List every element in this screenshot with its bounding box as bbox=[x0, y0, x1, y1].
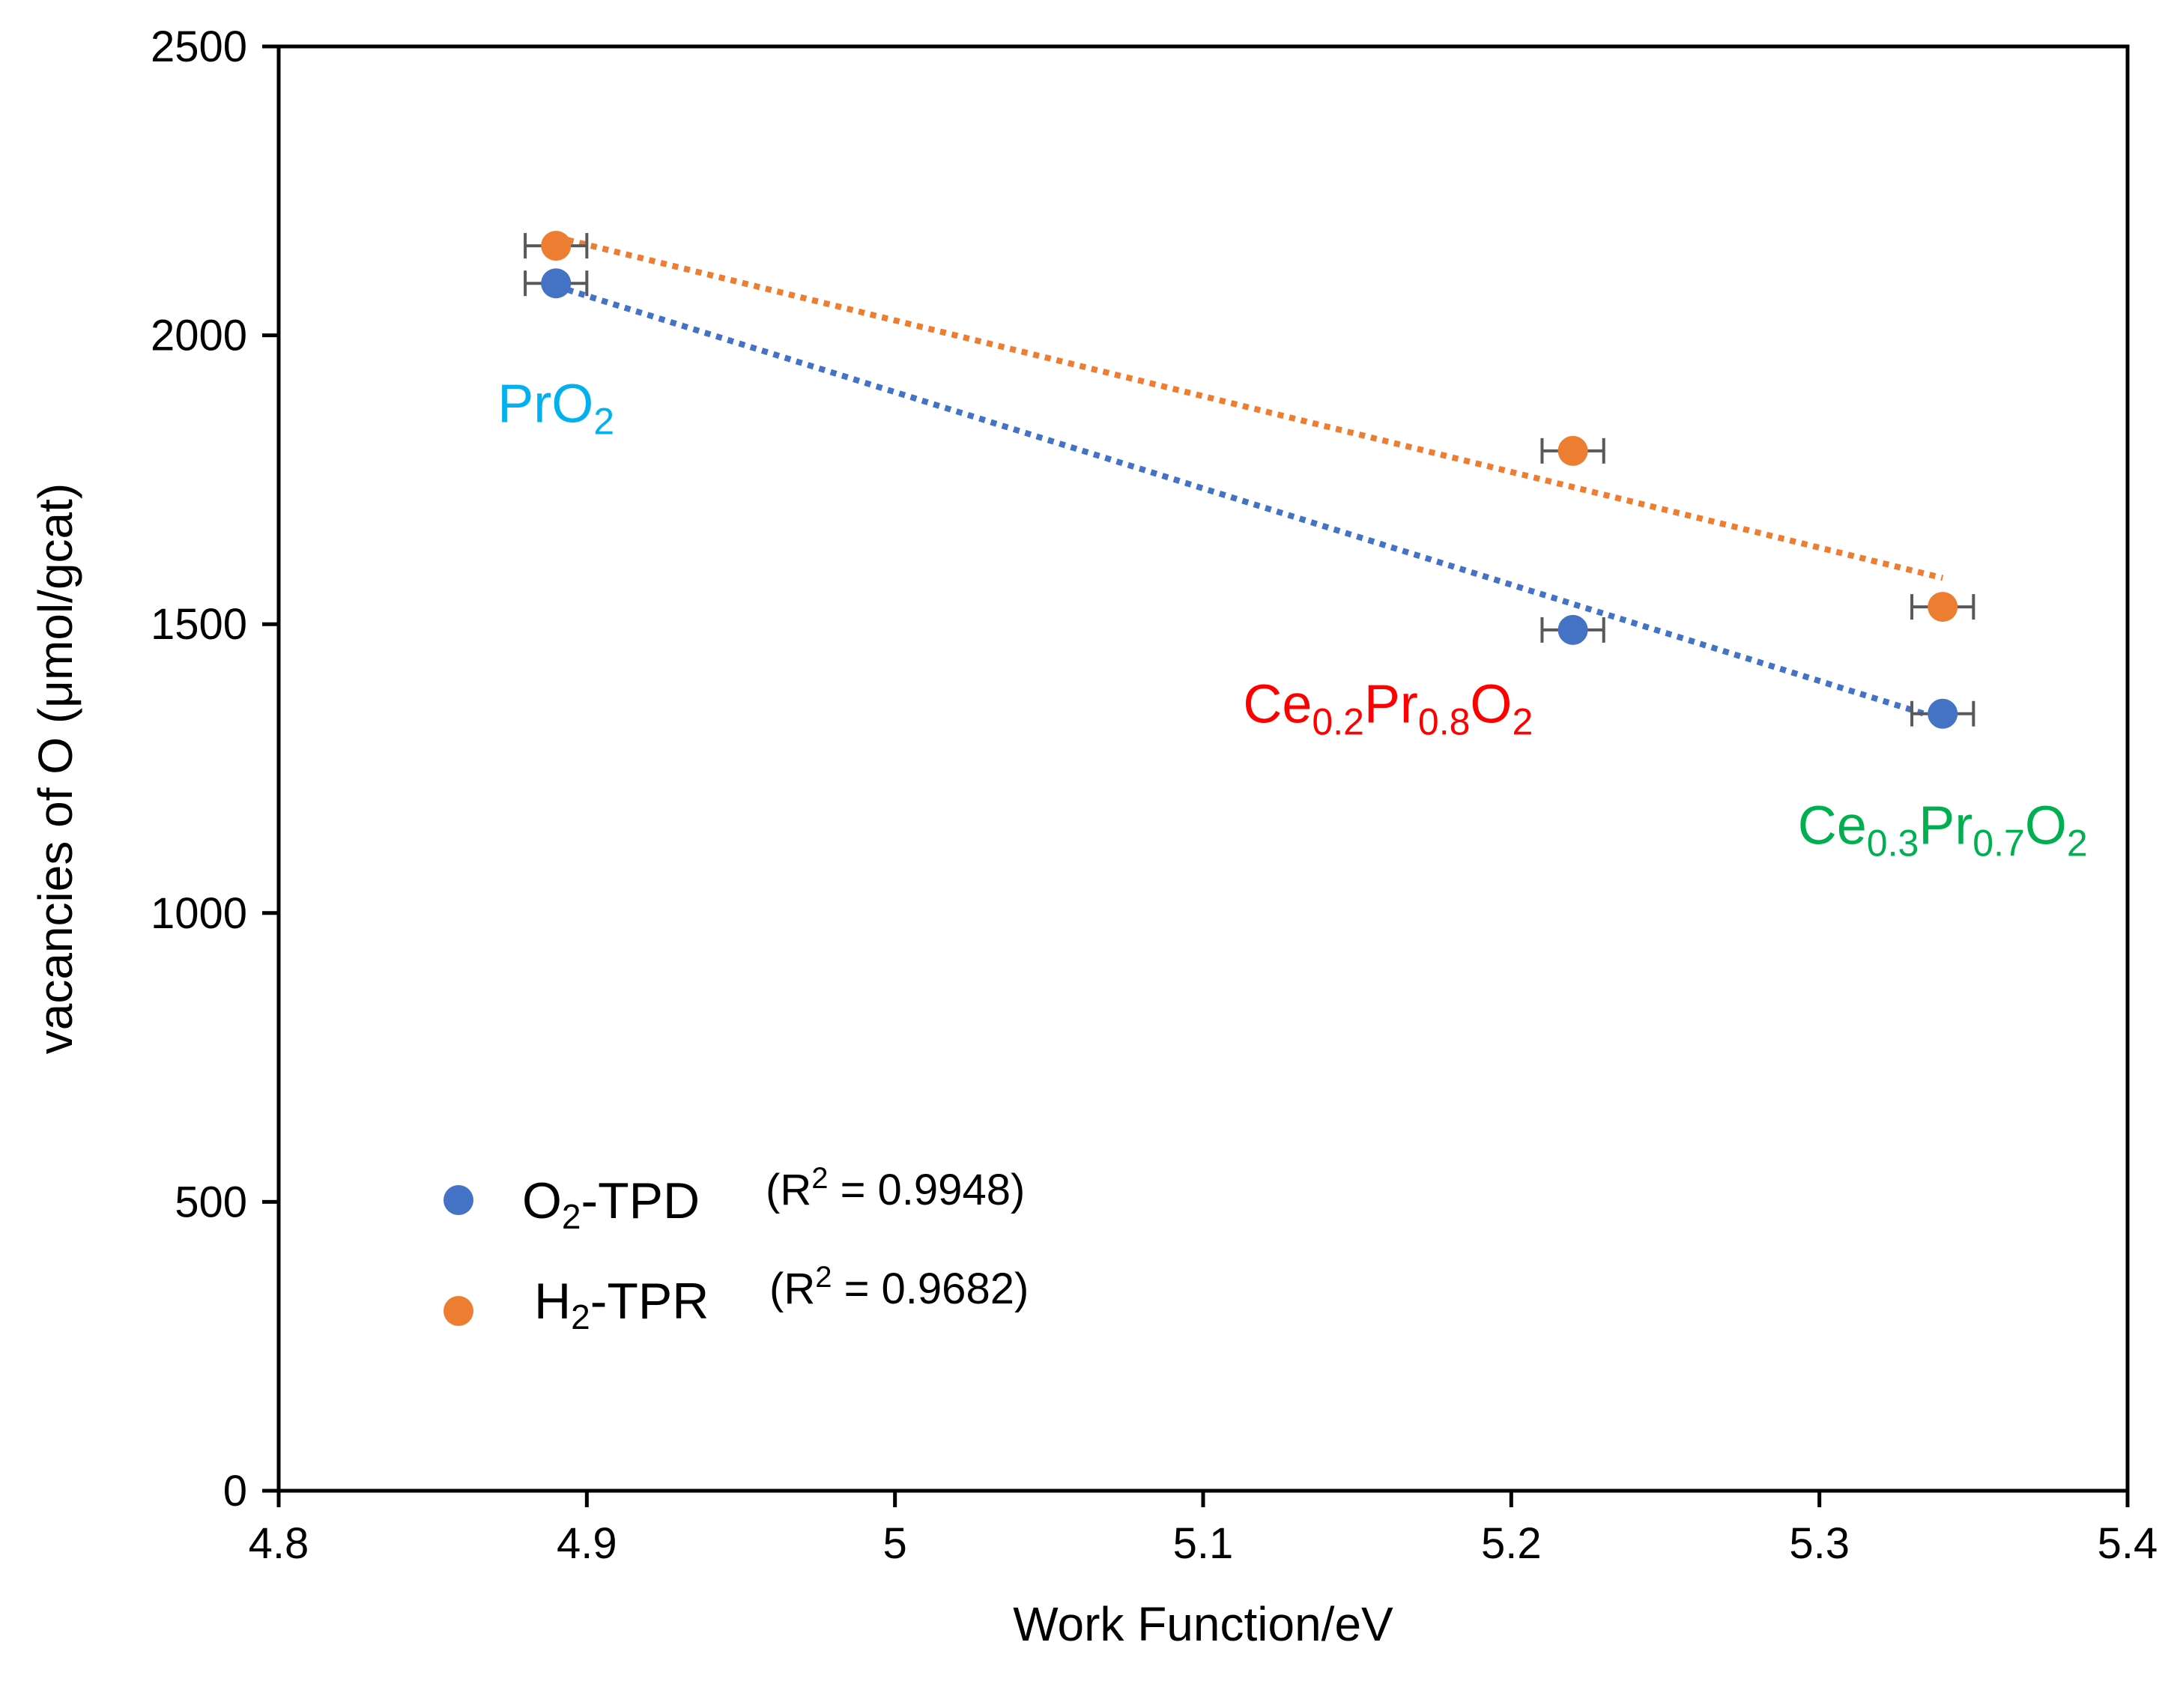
legend-marker bbox=[443, 1296, 473, 1326]
x-axis-title: Work Function/eV bbox=[1013, 1597, 1393, 1651]
y-axis-title: vacancies of O (μmol/gcat) bbox=[28, 483, 82, 1054]
annotation-text: Pr bbox=[1919, 796, 1972, 855]
legend-r2-prefix: (R bbox=[766, 1166, 811, 1214]
trendline-o2-tpd bbox=[555, 283, 1944, 723]
legend-r2-superscript: 2 bbox=[811, 1162, 828, 1195]
annotation-text: O bbox=[1470, 674, 1512, 734]
annotation-subscript: 0.3 bbox=[1867, 822, 1919, 864]
annotation-subscript: 2 bbox=[1512, 700, 1533, 742]
y-tick-label: 2000 bbox=[151, 312, 247, 360]
y-axis-ticks: 0 500 1000 1500 2000 2500 bbox=[151, 22, 279, 1515]
legend-label-subscript: 2 bbox=[562, 1197, 581, 1236]
legend-r2-superscript: 2 bbox=[815, 1261, 832, 1294]
legend-r2-value: = 0.9682) bbox=[832, 1265, 1029, 1313]
legend-label: O2-TPD bbox=[522, 1172, 700, 1236]
data-point-h2-tpr bbox=[1557, 435, 1588, 466]
x-tick-label: 4.8 bbox=[249, 1519, 309, 1568]
annotation-text: Ce bbox=[1798, 796, 1867, 855]
x-tick-label: 5.1 bbox=[1173, 1519, 1234, 1568]
legend-r2: (R2 = 0.9682) bbox=[769, 1261, 1029, 1313]
annotation-text: O bbox=[2025, 796, 2067, 855]
legend-label-rest: -TPR bbox=[590, 1273, 709, 1330]
annotation-pro2: PrO2 bbox=[497, 374, 614, 442]
x-tick-label: 4.9 bbox=[557, 1519, 617, 1568]
x-tick-label: 5.2 bbox=[1481, 1519, 1542, 1568]
legend-label-subscript: 2 bbox=[571, 1297, 590, 1336]
data-point-o2-tpd bbox=[1928, 698, 1958, 729]
legend-item-o2-tpd: O2-TPD (R2 = 0.9948) bbox=[443, 1162, 1025, 1236]
legend-label-main: O bbox=[522, 1172, 562, 1229]
data-point-o2-tpd bbox=[541, 268, 572, 299]
trendlines bbox=[555, 234, 1944, 723]
legend-r2-value: = 0.9948) bbox=[828, 1166, 1025, 1214]
x-tick-label: 5 bbox=[883, 1519, 907, 1568]
annotation-ce03pr07o2: Ce0.3Pr0.7O2 bbox=[1798, 796, 2088, 864]
y-tick-label: 2500 bbox=[151, 22, 247, 71]
x-tick-label: 5.4 bbox=[2098, 1519, 2158, 1568]
y-tick-label: 1000 bbox=[151, 889, 247, 938]
trendline-h2-tpr bbox=[555, 234, 1944, 581]
legend-label-rest: -TPD bbox=[581, 1172, 700, 1229]
data-point-o2-tpd bbox=[1557, 614, 1588, 645]
annotation-subscript: 0.8 bbox=[1418, 700, 1471, 742]
annotation-subscript: 0.2 bbox=[1312, 700, 1364, 742]
annotation-text: Pr bbox=[1364, 674, 1418, 734]
legend-r2: (R2 = 0.9948) bbox=[766, 1162, 1025, 1214]
annotation-text: Ce bbox=[1243, 674, 1312, 734]
y-tick-label: 0 bbox=[223, 1467, 247, 1515]
data-point-h2-tpr bbox=[541, 231, 572, 261]
legend-r2-prefix: (R bbox=[769, 1265, 815, 1313]
legend-label: H2-TPR bbox=[534, 1273, 709, 1336]
legend-marker bbox=[443, 1185, 473, 1215]
annotation-ce02pr08o2: Ce0.2Pr0.8O2 bbox=[1243, 674, 1533, 742]
legend-label-main: H bbox=[534, 1273, 571, 1330]
annotation-text: PrO bbox=[497, 374, 593, 434]
legend-item-h2-tpr: H2-TPR (R2 = 0.9682) bbox=[443, 1261, 1029, 1336]
y-tick-label: 1500 bbox=[151, 600, 247, 649]
data-points bbox=[541, 231, 1958, 729]
x-axis-ticks: 4.8 4.9 5 5.1 5.2 5.3 5.4 bbox=[249, 1491, 2158, 1568]
annotation-subscript: 2 bbox=[2067, 822, 2088, 864]
y-tick-label: 500 bbox=[175, 1178, 247, 1226]
annotation-subscript: 2 bbox=[593, 400, 614, 442]
data-point-h2-tpr bbox=[1928, 592, 1958, 623]
x-tick-label: 5.3 bbox=[1789, 1519, 1850, 1568]
annotation-subscript: 0.7 bbox=[1972, 822, 2025, 864]
legend: O2-TPD (R2 = 0.9948)H2-TPR (R2 = 0.9682) bbox=[443, 1162, 1029, 1336]
